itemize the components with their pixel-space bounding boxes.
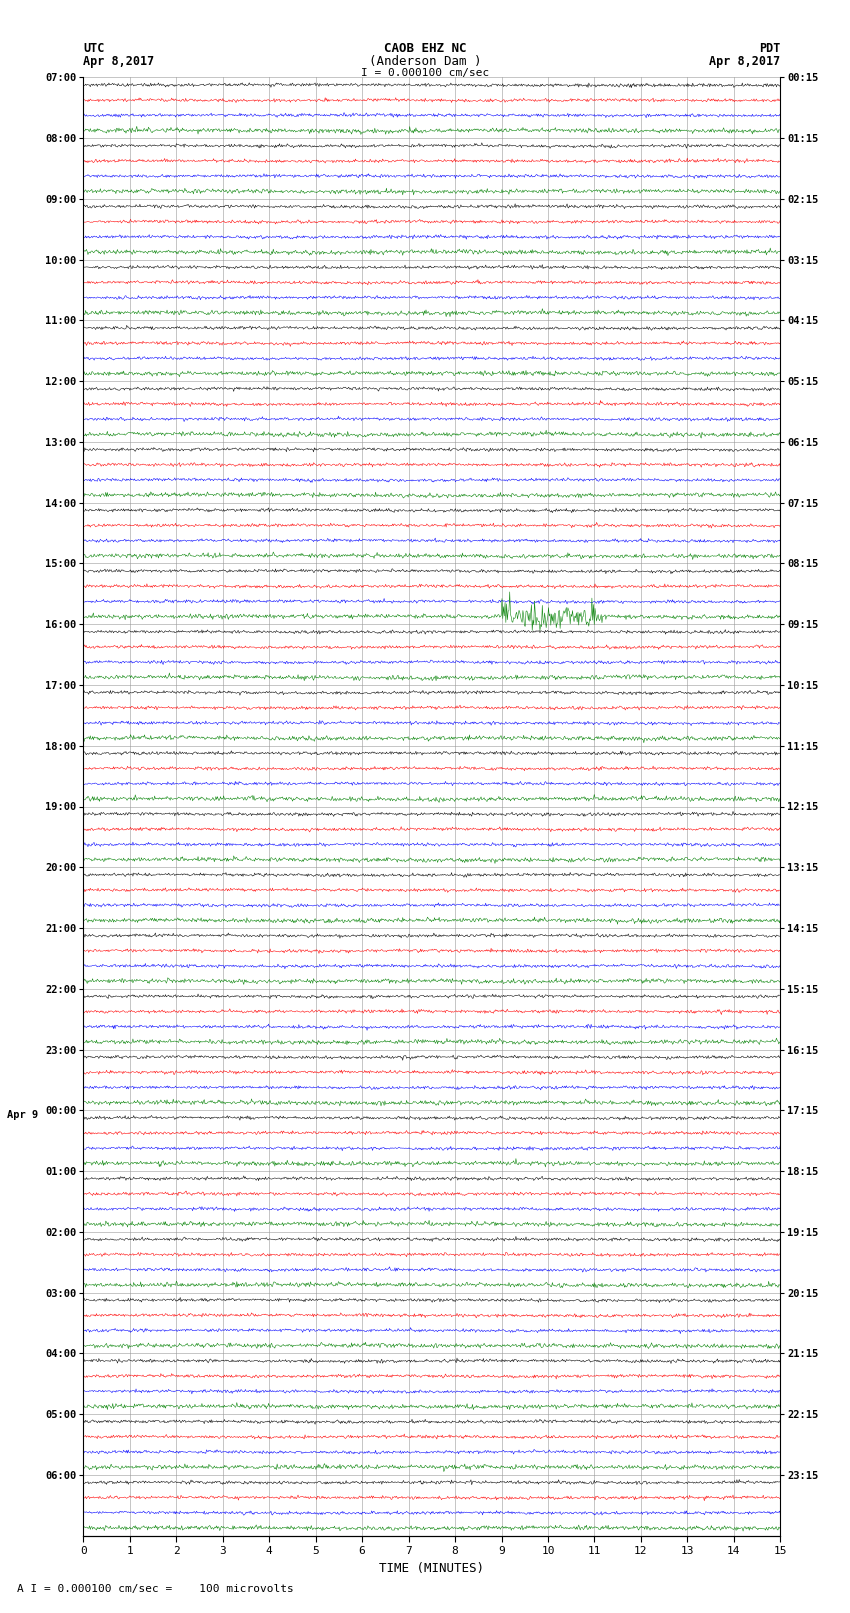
Text: I = 0.000100 cm/sec: I = 0.000100 cm/sec (361, 68, 489, 77)
Text: UTC: UTC (83, 42, 105, 55)
Text: Apr 8,2017: Apr 8,2017 (709, 55, 780, 68)
Text: CAOB EHZ NC: CAOB EHZ NC (383, 42, 467, 55)
X-axis label: TIME (MINUTES): TIME (MINUTES) (379, 1561, 484, 1574)
Text: PDT: PDT (759, 42, 780, 55)
Text: A I = 0.000100 cm/sec =    100 microvolts: A I = 0.000100 cm/sec = 100 microvolts (17, 1584, 294, 1594)
Text: Apr 8,2017: Apr 8,2017 (83, 55, 155, 68)
Text: Apr 9: Apr 9 (7, 1110, 38, 1121)
Text: (Anderson Dam ): (Anderson Dam ) (369, 55, 481, 68)
